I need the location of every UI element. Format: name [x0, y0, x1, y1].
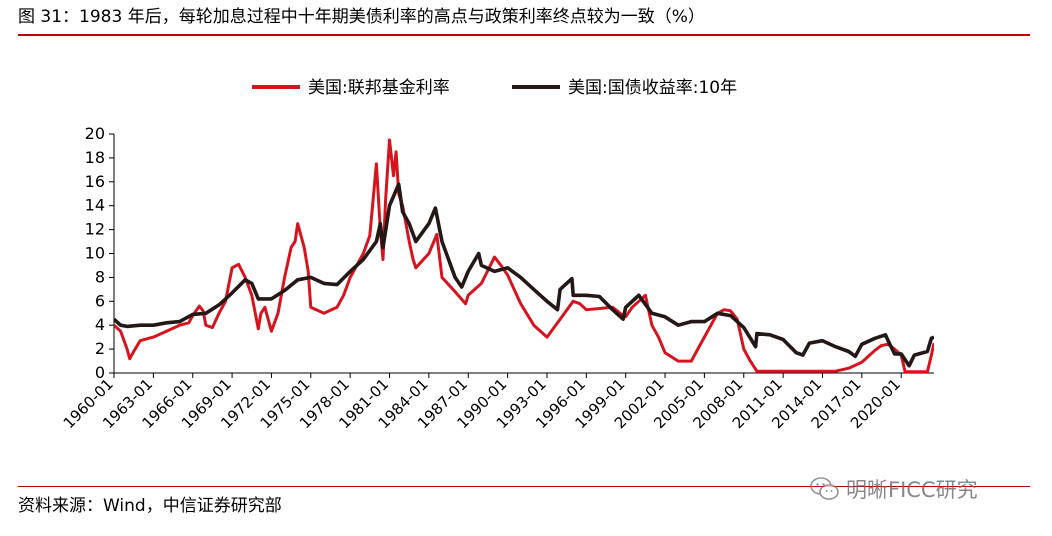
y-tick-label: 4: [95, 315, 105, 334]
wechat-icon: [810, 477, 839, 500]
y-tick-label: 14: [85, 196, 105, 215]
legend-label-0: 美国:联邦基金利率: [308, 78, 450, 98]
y-tick-label: 12: [85, 220, 105, 239]
figure-title: 图 31：1983 年后，每轮加息过程中十年期美债利率的高点与政策利率终点较为一…: [18, 7, 705, 27]
y-tick-label: 2: [95, 339, 105, 358]
y-tick-label: 18: [85, 148, 105, 167]
y-axis: 0 2 4 6 8 10 12 14 16 18 20: [85, 124, 115, 382]
source-note: 资料来源：Wind，中信证券研究部: [18, 496, 282, 516]
title-divider: [18, 34, 1030, 36]
line-chart: 美国:联邦基金利率 美国:国债收益率:10年 02468101214161820 …: [60, 78, 934, 432]
y-tick-label: 0: [95, 363, 105, 382]
x-axis: 1960-011963-011966-011969-011972-011975-…: [60, 372, 934, 432]
y-tick-label: 6: [95, 291, 105, 310]
y-tick-label: 8: [95, 267, 105, 286]
plot-area: [114, 138, 934, 373]
watermark-text: 明晰FICC研究: [846, 478, 978, 502]
footer-divider: [18, 486, 1030, 487]
y-tick-label: 20: [85, 124, 105, 143]
chart-legend: 美国:联邦基金利率 美国:国债收益率:10年: [252, 78, 737, 98]
watermark: 明晰FICC研究: [810, 474, 978, 504]
y-tick-label: 16: [85, 172, 105, 191]
y-tick-label: 10: [85, 244, 105, 263]
series-line-0: [114, 138, 934, 373]
legend-label-1: 美国:国债收益率:10年: [568, 78, 737, 98]
series-line-1: [114, 182, 934, 368]
